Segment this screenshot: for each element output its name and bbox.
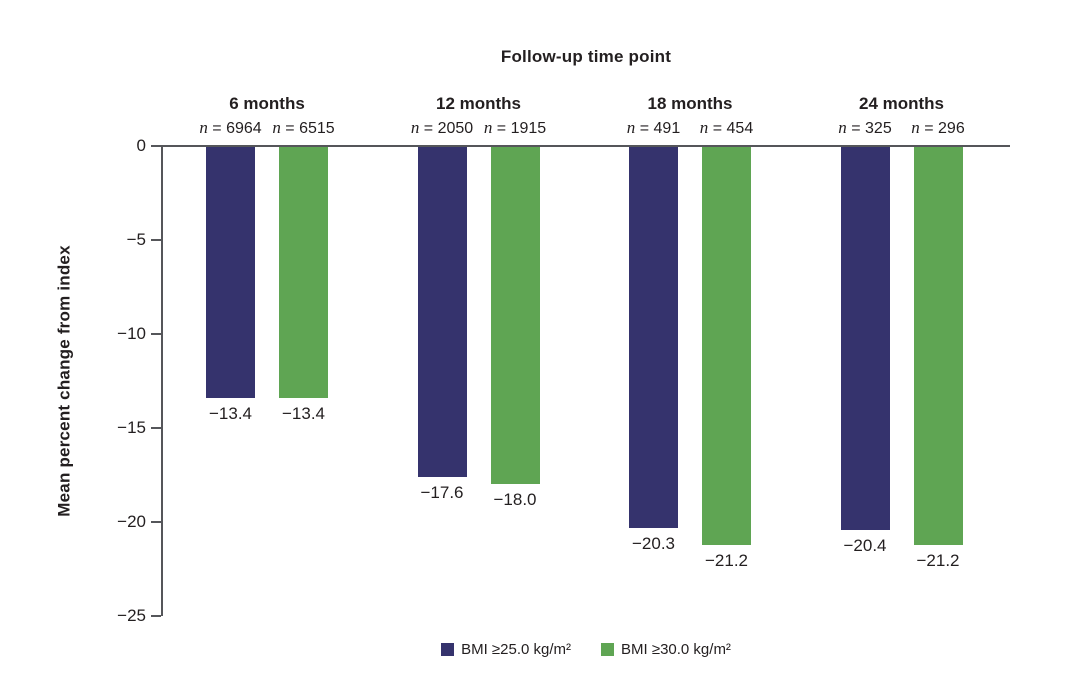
sample-size-label: n = 2050 (410, 118, 474, 137)
y-tick-label: −5 (126, 230, 146, 249)
sample-size-label: n = 454 (699, 118, 754, 137)
y-tick (151, 145, 161, 147)
bar (490, 147, 540, 484)
sample-size-label: n = 491 (626, 118, 681, 137)
group-label: 6 months (229, 94, 305, 113)
y-tick-label: 0 (136, 136, 146, 155)
bar (417, 147, 467, 477)
legend: BMI ≥25.0 kg/m² BMI ≥30.0 kg/m² (162, 641, 1010, 658)
sample-size-label: n = 296 (911, 118, 965, 137)
y-tick-label: −20 (117, 512, 146, 531)
sample-size-label: n = 325 (838, 118, 892, 137)
bar-value-label: −20.3 (631, 534, 675, 553)
y-axis-line (161, 146, 163, 616)
y-axis-title: Mean percent change from index (55, 245, 75, 517)
sample-size-label: n = 1915 (483, 118, 547, 137)
legend-label: BMI ≥30.0 kg/m² (621, 641, 731, 658)
legend-swatch (441, 643, 455, 656)
bar-value-label: −13.4 (281, 404, 325, 423)
y-tick (151, 427, 161, 429)
bar-value-label: −13.4 (208, 404, 252, 423)
bar-value-label: −17.6 (420, 483, 464, 502)
sample-size-label: n = 6515 (272, 118, 335, 137)
bar (206, 147, 255, 398)
legend-entry: BMI ≥30.0 kg/m² (601, 641, 731, 658)
group-label: 12 months (435, 94, 522, 113)
legend-label: BMI ≥25.0 kg/m² (461, 641, 571, 658)
y-tick-label: −15 (117, 418, 146, 437)
bar (629, 147, 678, 528)
bar-value-label: −18.0 (493, 490, 537, 509)
zero-baseline (161, 145, 1010, 147)
bar (279, 147, 328, 398)
legend-swatch (601, 643, 614, 656)
sample-size-label: n = 6964 (199, 118, 262, 137)
y-tick (151, 521, 161, 523)
legend-entry: BMI ≥25.0 kg/m² (441, 641, 571, 658)
group-label: 18 months (647, 94, 733, 113)
chart-title: Follow-up time point (500, 47, 672, 66)
y-tick-label: −25 (117, 606, 146, 625)
bar-value-label: −20.4 (843, 536, 887, 555)
bar-value-label: −21.2 (916, 551, 960, 570)
y-tick (151, 333, 161, 335)
y-tick (151, 615, 161, 617)
bar (913, 147, 963, 545)
bar-value-label: −21.2 (704, 551, 748, 570)
bar (840, 147, 890, 530)
y-tick (151, 239, 161, 241)
bar (702, 147, 751, 545)
y-tick-label: −10 (117, 324, 146, 343)
group-label: 24 months (858, 94, 945, 113)
